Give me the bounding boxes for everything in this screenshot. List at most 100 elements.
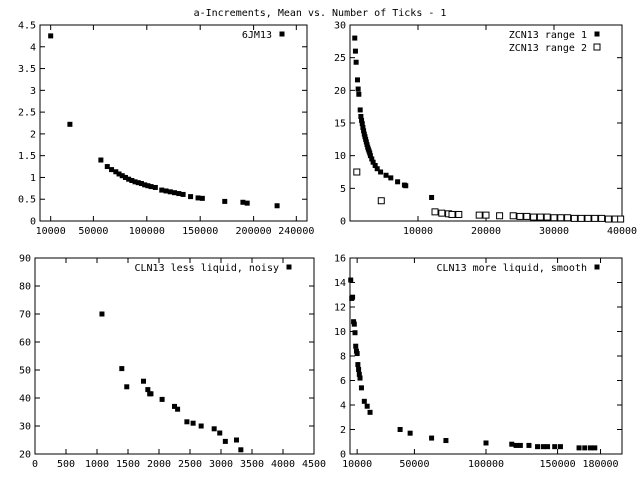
x-tick-label: 3000 — [209, 459, 233, 470]
data-point — [475, 211, 483, 219]
series-1 — [352, 35, 435, 200]
data-point — [588, 445, 594, 451]
data-point — [443, 438, 449, 444]
data-point — [152, 184, 158, 190]
data-point — [604, 215, 612, 223]
y-tick-label: 30 — [334, 21, 346, 32]
data-point — [591, 214, 599, 222]
data-point — [395, 179, 401, 185]
y-tick-label: 2.5 — [18, 108, 36, 119]
data-point — [523, 212, 531, 220]
data-point — [361, 131, 367, 137]
data-point — [455, 210, 463, 218]
data-point — [138, 181, 144, 187]
y-tick-label: 14 — [334, 278, 346, 289]
data-point — [364, 142, 370, 148]
data-point — [530, 213, 538, 221]
data-point — [352, 48, 358, 54]
x-tick-label: 200000 — [236, 226, 272, 237]
data-point — [67, 121, 73, 127]
data-point — [148, 391, 154, 397]
data-point — [383, 172, 389, 178]
data-point — [360, 125, 366, 131]
y-tick-label: 40 — [19, 394, 31, 405]
data-point — [350, 294, 356, 300]
data-point — [199, 195, 205, 201]
x-tick-label: 2500 — [178, 459, 202, 470]
data-point — [545, 444, 551, 450]
data-point — [359, 121, 365, 127]
data-point — [509, 441, 515, 447]
data-point — [543, 213, 551, 221]
data-point — [550, 214, 558, 222]
chart-panel-3: 20 30 40 50 60 70 80 90 0 500 1000 1500 2000 2500 3000… — [19, 254, 326, 471]
x-tick-label: 10000 — [342, 459, 372, 470]
data-point — [126, 176, 132, 182]
y-tick-label: 10 — [334, 151, 346, 162]
x-tick-label: 10000 — [36, 226, 66, 237]
data-point — [353, 168, 361, 176]
y-tick-label: 16 — [334, 254, 346, 265]
y-tick-label: 80 — [19, 282, 31, 293]
y-tick-label: 20 — [19, 450, 31, 461]
data-point — [557, 444, 563, 450]
series-1 — [348, 277, 598, 451]
x-tick-label: 150000 — [182, 226, 218, 237]
y-tick-label: 3.5 — [18, 64, 36, 75]
data-point — [535, 444, 541, 450]
data-point — [564, 214, 572, 222]
data-point — [148, 184, 154, 190]
y-tick-label: 90 — [19, 254, 31, 265]
data-point — [592, 445, 598, 451]
data-point — [355, 86, 361, 92]
x-tick-label: 1000 — [85, 459, 109, 470]
data-point — [142, 182, 148, 188]
x-tick-label: 4000 — [271, 459, 295, 470]
data-point — [357, 107, 363, 113]
data-point — [159, 396, 165, 402]
data-point — [240, 199, 246, 205]
data-point — [184, 419, 190, 425]
data-point — [98, 157, 104, 163]
data-point — [378, 169, 384, 175]
data-point — [429, 194, 435, 200]
data-point — [516, 212, 524, 220]
x-tick-label: 180000 — [582, 459, 618, 470]
legend-marker — [594, 264, 600, 270]
series-1 — [99, 311, 244, 453]
y-tick-label: 4 — [340, 401, 346, 412]
y-tick-label: 0.5 — [18, 195, 36, 206]
figure-title: a-Increments, Mean vs. Number of Ticks -… — [194, 8, 447, 19]
data-point — [388, 175, 394, 181]
data-point — [363, 139, 369, 145]
data-point — [496, 212, 504, 220]
data-point — [352, 330, 358, 336]
data-point — [351, 321, 357, 327]
x-tick-label: 40000 — [607, 226, 637, 237]
data-point — [172, 403, 177, 409]
data-point — [48, 33, 54, 39]
series-1 — [48, 33, 280, 209]
plot-frame — [349, 257, 623, 455]
x-tick-label: 2000 — [147, 459, 171, 470]
data-point — [238, 447, 244, 453]
data-point — [367, 409, 373, 415]
plot-frame — [349, 24, 623, 222]
data-point — [407, 430, 413, 436]
data-point — [145, 387, 151, 393]
data-point — [211, 426, 217, 432]
x-tick-label: 1500 — [116, 459, 140, 470]
data-point — [355, 362, 361, 368]
data-point — [109, 167, 115, 173]
data-point — [99, 311, 105, 317]
data-point — [357, 375, 363, 381]
data-point — [116, 171, 122, 177]
data-point — [222, 438, 228, 444]
data-point — [448, 210, 456, 218]
legend-marker — [279, 31, 285, 37]
y-tick-label: 6 — [340, 376, 346, 387]
y-tick-label: 20 — [334, 86, 346, 97]
y-tick-label: 8 — [340, 352, 346, 363]
data-point — [124, 384, 130, 390]
data-point — [438, 209, 446, 217]
